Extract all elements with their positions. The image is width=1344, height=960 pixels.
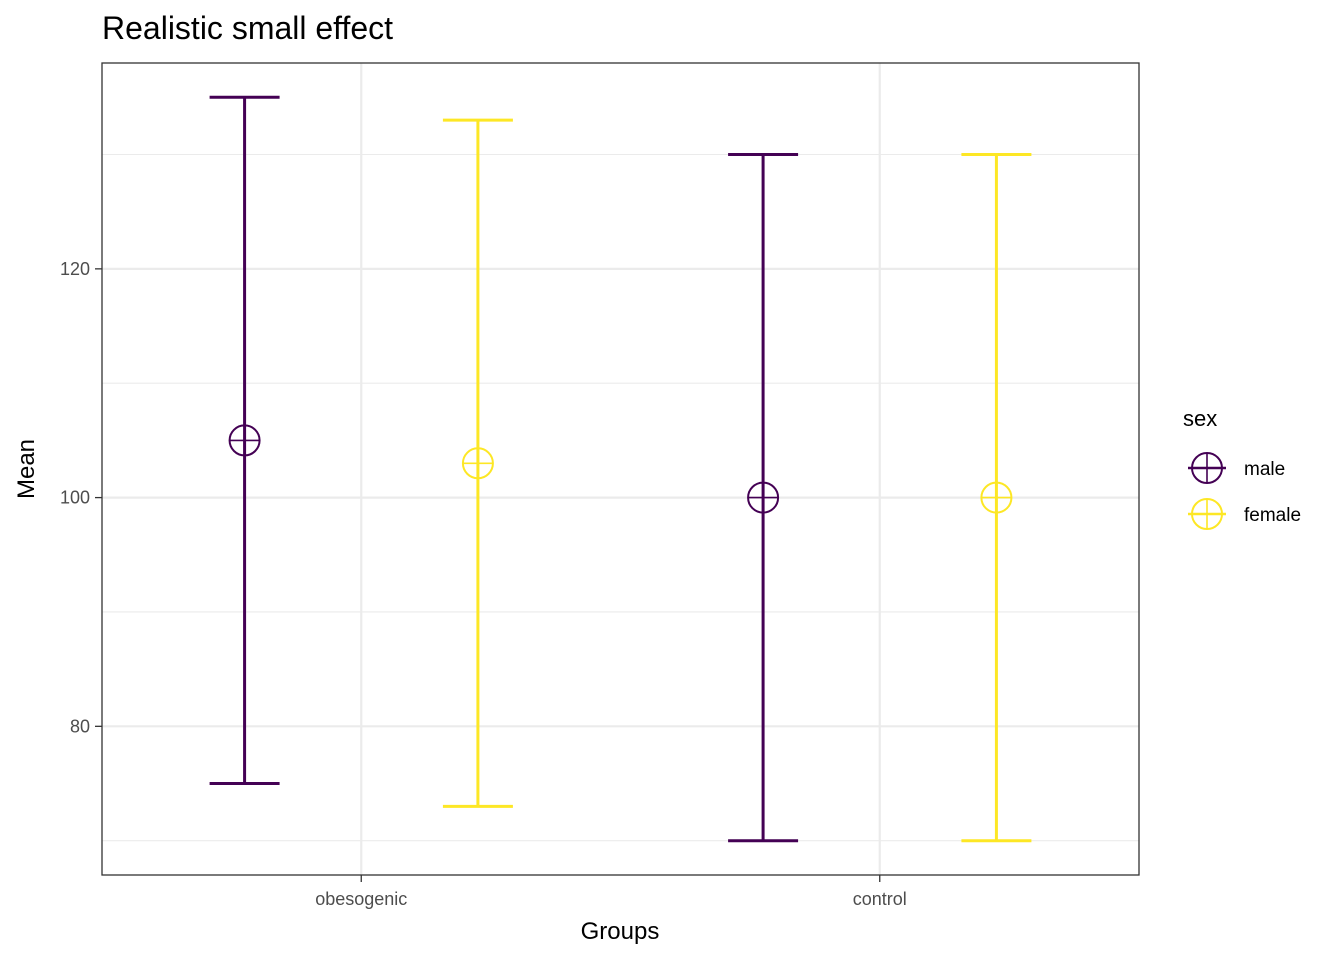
errorbar-female-control	[961, 152, 1032, 843]
y-axis: 80 100 120	[60, 259, 102, 736]
y-tick-label: 100	[60, 488, 90, 508]
y-axis-title: Mean	[13, 439, 40, 499]
legend-title: sex	[1183, 406, 1217, 431]
x-axis-title: Groups	[581, 918, 660, 945]
errorbar-female-obesogenic	[442, 118, 513, 808]
x-axis: obesogenic control	[315, 875, 907, 909]
panel-border	[101, 62, 1140, 876]
chart-title: Realistic small effect	[102, 10, 393, 46]
panel-background	[102, 63, 1139, 875]
errorbar-male-obesogenic	[209, 95, 280, 786]
x-tick-label: obesogenic	[315, 889, 407, 909]
legend-label: male	[1244, 459, 1285, 480]
y-tick-label: 120	[60, 259, 90, 279]
mean-point-male-obesogenic	[228, 424, 261, 457]
grid-lines	[102, 63, 1139, 875]
legend-items: male female	[1188, 452, 1301, 530]
mean-point-female-obesogenic	[461, 447, 494, 480]
legend-label: female	[1244, 505, 1301, 526]
legend-key-female	[1188, 498, 1226, 530]
y-tick-label: 80	[70, 716, 90, 736]
legend-item-male: male	[1188, 452, 1285, 484]
mean-point-female-control	[980, 481, 1013, 514]
legend-item-female: female	[1188, 498, 1301, 530]
errorbar-male-control	[728, 152, 799, 843]
mean-point-male-control	[747, 481, 780, 514]
plot-panel	[101, 62, 1140, 876]
legend: sex male female	[1183, 406, 1301, 530]
legend-key-male	[1188, 452, 1226, 484]
chart-marks	[209, 95, 1032, 843]
x-tick-label: control	[853, 889, 907, 909]
